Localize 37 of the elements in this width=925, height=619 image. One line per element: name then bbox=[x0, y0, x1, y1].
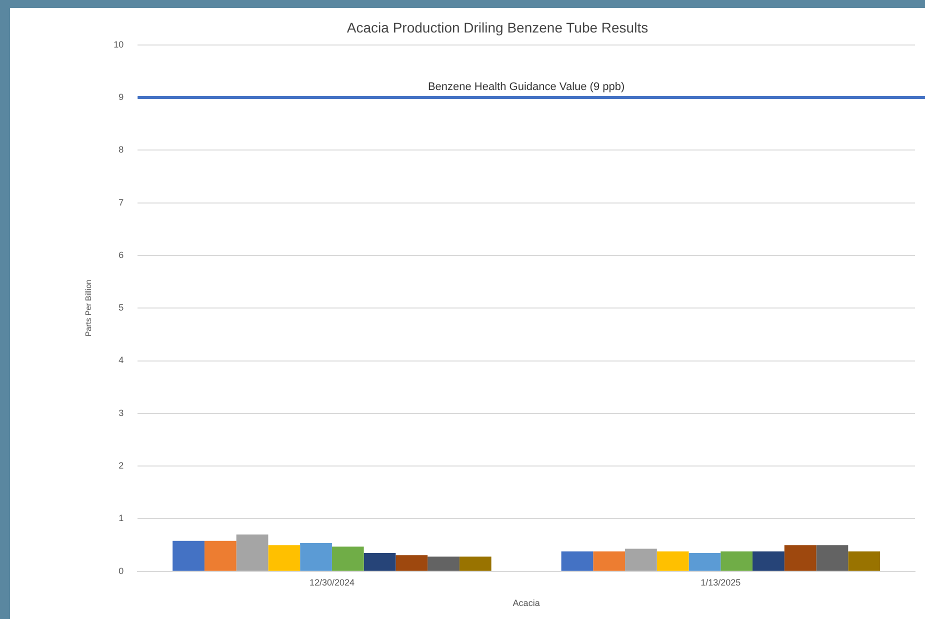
bar bbox=[236, 534, 268, 571]
y-tick-label: 3 bbox=[118, 408, 124, 418]
bar bbox=[784, 545, 816, 571]
y-tick-label: 2 bbox=[118, 460, 124, 471]
chart-title: Acacia Production Driling Benzene Tube Results bbox=[346, 19, 648, 36]
y-tick-label: 9 bbox=[118, 92, 124, 102]
y-axis-title: Parts Per Billion bbox=[84, 280, 94, 337]
bar bbox=[364, 552, 396, 571]
bar bbox=[204, 540, 236, 571]
y-tick-label: 1 bbox=[118, 513, 124, 524]
y-tick-label: 4 bbox=[118, 355, 124, 366]
bar bbox=[656, 551, 689, 571]
bar bbox=[816, 545, 848, 571]
bar bbox=[561, 551, 594, 571]
bar bbox=[332, 546, 364, 571]
y-tick-label: 10 bbox=[114, 39, 124, 50]
x-axis-title: Acacia bbox=[512, 598, 540, 608]
bar bbox=[752, 551, 784, 571]
bar bbox=[172, 540, 204, 571]
bar bbox=[300, 542, 332, 571]
bar bbox=[593, 551, 626, 571]
x-tick-label: 12/30/2024 bbox=[309, 577, 354, 588]
y-tick-label: 5 bbox=[118, 302, 124, 313]
y-tick-label: 6 bbox=[118, 250, 124, 260]
bar bbox=[268, 545, 300, 571]
y-tick-label: 8 bbox=[118, 144, 124, 155]
bar bbox=[848, 551, 880, 571]
x-tick-label: 1/13/2025 bbox=[700, 577, 741, 588]
y-tick-label: 0 bbox=[118, 566, 124, 576]
bar bbox=[720, 551, 753, 571]
bar bbox=[625, 548, 657, 571]
bar bbox=[459, 556, 492, 571]
bar bbox=[688, 552, 721, 571]
y-tick-label: 7 bbox=[118, 197, 124, 208]
ref-line-label: Benzene Health Guidance Value (9 ppb) bbox=[428, 80, 625, 93]
bar bbox=[396, 555, 428, 571]
bar bbox=[428, 556, 460, 571]
